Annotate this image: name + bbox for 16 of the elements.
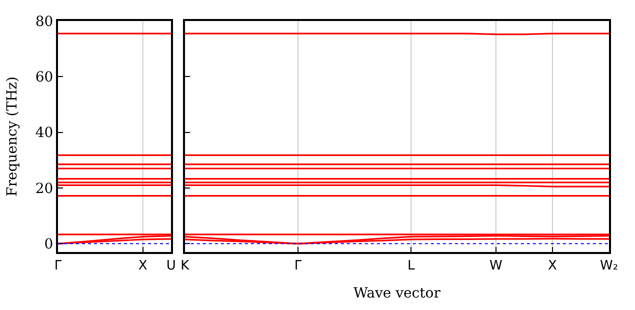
x-tick-label: X bbox=[138, 258, 148, 274]
x-tick-label: X bbox=[548, 258, 557, 274]
x-tick-label: W bbox=[489, 258, 502, 274]
x-tick-label: K bbox=[180, 258, 190, 274]
x-tick-label: L bbox=[407, 258, 416, 274]
x-tick-label: W₂ bbox=[600, 258, 618, 274]
y-tick-label: 40 bbox=[35, 125, 54, 142]
y-tick-label: 0 bbox=[44, 236, 54, 253]
x-tick-label: U bbox=[166, 258, 176, 274]
x-tick-label: Γ bbox=[54, 258, 62, 274]
x-tick-label: Γ bbox=[294, 258, 302, 274]
y-tick-label: 60 bbox=[35, 70, 54, 86]
y-tick-label: 80 bbox=[35, 14, 54, 30]
y-axis-title: Frequency (THz) bbox=[4, 76, 20, 197]
y-tick-label: 20 bbox=[35, 180, 54, 197]
x-axis-title: Wave vector bbox=[353, 285, 441, 302]
